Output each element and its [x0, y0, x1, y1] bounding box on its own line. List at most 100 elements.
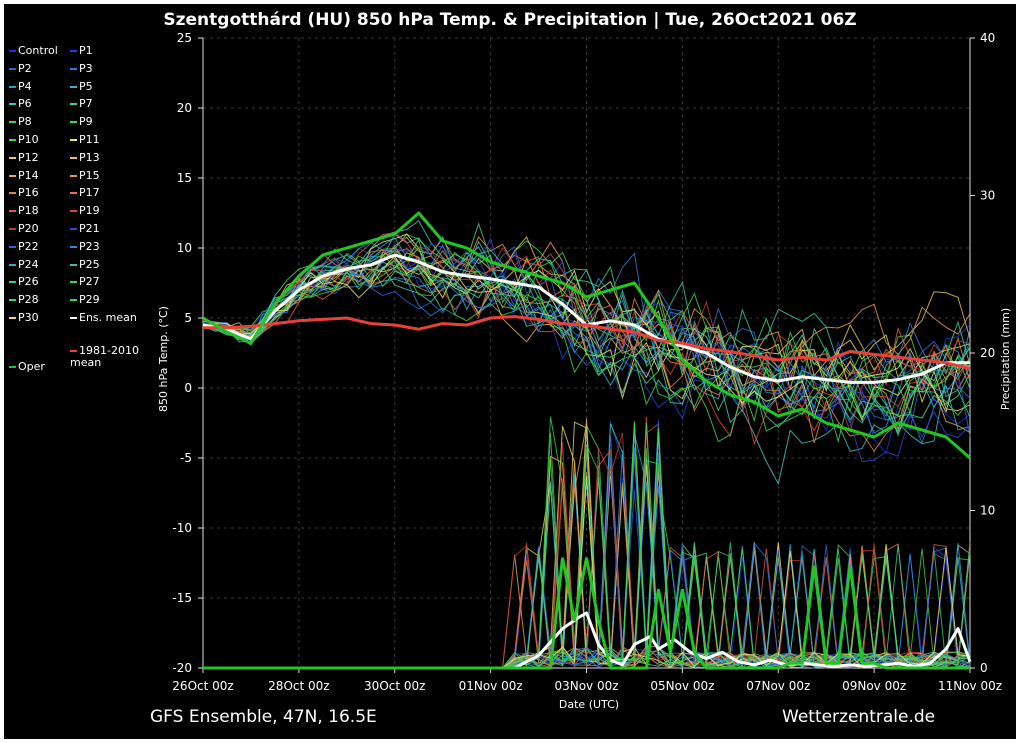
legend-label: Ens. mean: [79, 311, 137, 324]
legend-label: P14: [18, 168, 39, 182]
legend-item: P27: [70, 275, 100, 288]
legend-swatch: [70, 350, 77, 352]
legend-swatch: [70, 156, 77, 159]
legend-swatch: [70, 210, 77, 213]
legend-label: P10: [18, 133, 39, 146]
legend-item: P10: [9, 133, 39, 146]
y-tick-label: 20: [177, 101, 192, 115]
legend-label: P17: [79, 186, 100, 200]
chart-svg: -20 -15 -10 -5 0 5 10 15 20 25 0 10 20 30 40 26Oct 00z 2…: [157, 31, 1012, 711]
chart-frame: Szentgotthárd (HU) 850 hPa Temp. & Preci…: [4, 4, 1016, 739]
legend-swatch: [70, 317, 77, 319]
legend-swatch: [9, 139, 16, 141]
legend-item: P13: [70, 151, 100, 164]
ensemble-member-temp: [202, 264, 971, 444]
legend-item: P2: [9, 62, 32, 75]
legend-item: P30: [9, 311, 39, 324]
legend-label: P5: [79, 79, 93, 93]
legend-item: P24: [9, 258, 39, 271]
legend-label: P25: [79, 257, 100, 271]
ensemble-member-precip: [203, 423, 971, 669]
y-tick-label: -5: [180, 451, 192, 465]
legend-swatch: [9, 366, 16, 368]
legend-label: P15: [79, 168, 100, 182]
ensemble-member-temp: [202, 237, 971, 463]
legend-item: P9: [70, 115, 93, 128]
legend-swatch: [70, 263, 77, 266]
y-tick-label: -20: [172, 661, 192, 675]
x-tick-label: 05Nov 00z: [650, 679, 714, 693]
legend-label: P1: [79, 44, 93, 57]
legend-swatch: [9, 156, 16, 159]
legend-label: P21: [79, 222, 100, 235]
y2-axis-label: Precipitation (mm): [999, 308, 1012, 410]
legend-label: 1981-2010 mean: [70, 344, 139, 369]
series-oper: [202, 211, 971, 460]
legend-swatch: [70, 139, 77, 141]
legend-item: P26: [9, 275, 39, 288]
legend-swatch: [70, 50, 77, 52]
legend-swatch: [9, 85, 16, 88]
x-tick-label: 26Oct 00z: [172, 679, 233, 693]
ensemble-member-temp: [202, 260, 971, 395]
ensemble-member-temp: [202, 255, 971, 419]
y-tick-label: -15: [172, 591, 192, 605]
x-tick-label: 30Oct 00z: [364, 679, 425, 693]
legend-label: P19: [79, 204, 100, 218]
legend-swatch: [70, 228, 77, 230]
legend-swatch: [70, 299, 77, 302]
legend-label: P29: [79, 293, 100, 307]
ensemble-member-temp: [202, 238, 971, 443]
ensemble-member-temp: [202, 246, 971, 417]
legend-item: P5: [70, 80, 93, 93]
legend-label: P23: [79, 239, 100, 253]
legend-item: P18: [9, 204, 39, 217]
legend-label: P7: [79, 97, 93, 111]
ensemble-member-precip: [203, 428, 971, 669]
legend-swatch: [9, 50, 16, 52]
legend-item: P29: [70, 293, 100, 306]
legend-swatch: [70, 103, 77, 106]
y2-tick-label: 10: [980, 504, 995, 518]
x-tick-label: 28Oct 00z: [268, 679, 329, 693]
legend-swatch: [70, 67, 77, 70]
legend-item: P8: [9, 115, 32, 128]
legend-item: P16: [9, 186, 39, 199]
legend-label: P4: [18, 79, 32, 93]
legend-label: P20: [18, 222, 39, 235]
legend-label: Oper: [18, 360, 45, 373]
y-tick-label: 15: [177, 171, 192, 185]
x-tick-label: 07Nov 00z: [746, 679, 810, 693]
ensemble-member-temp: [202, 232, 971, 446]
legend-item: P21: [70, 222, 100, 235]
legend-label: P16: [18, 186, 39, 200]
chart-title: Szentgotthárd (HU) 850 hPa Temp. & Preci…: [163, 10, 857, 30]
ensemble-member-temp: [202, 258, 971, 405]
x-tick-label: 01Nov 00z: [459, 679, 523, 693]
axes: -20 -15 -10 -5 0 5 10 15 20 25 0 10 20 30 40 26Oct 00z 2…: [172, 31, 1002, 693]
legend-swatch: [70, 245, 77, 248]
legend-swatch: [70, 121, 77, 124]
legend-item: P25: [70, 258, 100, 271]
legend-swatch: [9, 263, 16, 266]
legend-item: P20: [9, 222, 39, 235]
legend-swatch: [9, 245, 16, 248]
ensemble-member-temp: [202, 241, 971, 434]
legend-item: P15: [70, 169, 100, 182]
legend-swatch: [9, 281, 16, 284]
legend-swatch: [9, 299, 16, 302]
y-tick-label: 0: [184, 381, 192, 395]
legend-item: P14: [9, 169, 39, 182]
y2-tick-label: 40: [980, 31, 995, 45]
legend-swatch: [70, 85, 77, 88]
legend-label: P18: [18, 204, 39, 218]
y-tick-label: -10: [172, 521, 192, 535]
ensemble-member-temp: [202, 235, 971, 381]
ensemble-member-precip: [203, 424, 971, 669]
ensemble-member-temp: [202, 237, 971, 424]
legend-swatch: [9, 121, 16, 124]
x-tick-label: 09Nov 00z: [842, 679, 906, 693]
legend-item: P17: [70, 186, 100, 199]
y-axis-label: 850 hPa Temp. (°C): [157, 306, 170, 412]
legend-label: P22: [18, 239, 39, 253]
